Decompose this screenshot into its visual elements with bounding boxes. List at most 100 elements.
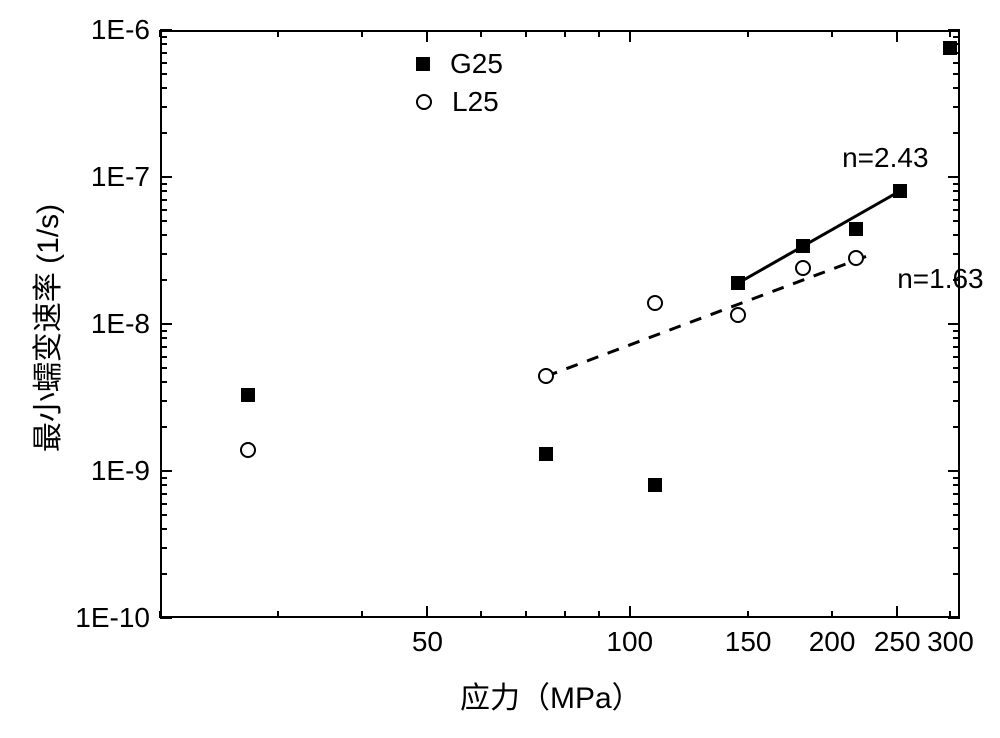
y-tick-minor bbox=[160, 220, 167, 222]
x-tick-minor bbox=[831, 30, 833, 37]
y-tick-minor bbox=[160, 337, 167, 339]
y-tick-minor bbox=[160, 477, 167, 479]
marker-G25 bbox=[943, 41, 957, 55]
y-tick-minor bbox=[953, 209, 960, 211]
plot-area bbox=[160, 30, 960, 618]
y-tick-minor bbox=[953, 484, 960, 486]
marker-G25 bbox=[241, 388, 255, 402]
y-tick-minor bbox=[953, 477, 960, 479]
marker-G25 bbox=[893, 184, 907, 198]
y-tick-minor bbox=[160, 209, 167, 211]
y-tick-minor bbox=[160, 43, 167, 45]
y-tick-minor bbox=[160, 73, 167, 75]
y-tick-major bbox=[160, 29, 172, 31]
y-tick-major bbox=[948, 29, 960, 31]
x-tick-minor bbox=[949, 30, 951, 37]
x-tick-minor bbox=[277, 611, 279, 618]
x-tick-minor bbox=[831, 611, 833, 618]
x-tick-major bbox=[896, 606, 898, 618]
x-tick-minor bbox=[598, 611, 600, 618]
x-tick-label: 150 bbox=[718, 626, 778, 658]
x-tick-minor bbox=[747, 611, 749, 618]
x-tick-major bbox=[426, 30, 428, 42]
y-tick-label: 1E-8 bbox=[91, 308, 150, 340]
y-tick-minor bbox=[160, 87, 167, 89]
y-tick-minor bbox=[953, 426, 960, 428]
y-tick-major bbox=[948, 176, 960, 178]
y-tick-minor bbox=[953, 337, 960, 339]
x-tick-major bbox=[426, 606, 428, 618]
x-tick-major bbox=[629, 30, 631, 42]
y-tick-minor bbox=[953, 106, 960, 108]
figure: 501002501502003001E-101E-91E-81E-71E-6应力… bbox=[0, 0, 1000, 738]
y-tick-minor bbox=[160, 199, 167, 201]
y-tick-minor bbox=[953, 381, 960, 383]
y-tick-minor bbox=[953, 356, 960, 358]
x-tick-minor bbox=[277, 30, 279, 37]
y-tick-minor bbox=[160, 493, 167, 495]
legend-label-G25: G25 bbox=[450, 48, 503, 80]
y-tick-minor bbox=[160, 367, 167, 369]
annotation-L25_fit: n=1.63 bbox=[897, 263, 983, 295]
y-tick-minor bbox=[160, 400, 167, 402]
x-tick-minor bbox=[564, 30, 566, 37]
y-tick-minor bbox=[953, 528, 960, 530]
marker-G25 bbox=[731, 276, 745, 290]
y-tick-minor bbox=[953, 199, 960, 201]
legend-item-L25: L25 bbox=[416, 86, 503, 118]
y-tick-label: 1E-6 bbox=[91, 14, 150, 46]
y-tick-minor bbox=[953, 36, 960, 38]
y-tick-minor bbox=[953, 234, 960, 236]
y-tick-minor bbox=[160, 346, 167, 348]
y-tick-minor bbox=[160, 132, 167, 134]
y-tick-minor bbox=[160, 106, 167, 108]
y-tick-minor bbox=[160, 234, 167, 236]
y-tick-major bbox=[948, 617, 960, 619]
marker-L25 bbox=[240, 442, 256, 458]
x-tick-minor bbox=[598, 30, 600, 37]
x-tick-minor bbox=[480, 611, 482, 618]
legend-swatch-L25 bbox=[416, 94, 432, 110]
y-tick-minor bbox=[160, 62, 167, 64]
y-tick-minor bbox=[160, 514, 167, 516]
y-tick-minor bbox=[953, 87, 960, 89]
x-tick-minor bbox=[747, 30, 749, 37]
y-tick-minor bbox=[953, 503, 960, 505]
y-tick-minor bbox=[160, 330, 167, 332]
y-tick-minor bbox=[160, 528, 167, 530]
legend-label-L25: L25 bbox=[452, 86, 499, 118]
y-axis-label: 最小蠕变速率 (1/s) bbox=[23, 178, 67, 478]
x-tick-major bbox=[629, 606, 631, 618]
x-tick-label: 100 bbox=[600, 626, 660, 658]
y-tick-minor bbox=[953, 183, 960, 185]
y-tick-minor bbox=[160, 279, 167, 281]
marker-G25 bbox=[849, 222, 863, 236]
y-tick-label: 1E-7 bbox=[91, 161, 150, 193]
marker-L25 bbox=[795, 260, 811, 276]
y-tick-minor bbox=[953, 573, 960, 575]
y-tick-major bbox=[160, 176, 172, 178]
marker-L25 bbox=[647, 295, 663, 311]
annotation-G25_fit: n=2.43 bbox=[842, 142, 928, 174]
x-tick-minor bbox=[525, 30, 527, 37]
y-tick-minor bbox=[953, 400, 960, 402]
y-tick-minor bbox=[953, 330, 960, 332]
legend: G25L25 bbox=[416, 48, 503, 124]
y-tick-minor bbox=[953, 367, 960, 369]
y-tick-label: 1E-9 bbox=[91, 455, 150, 487]
legend-item-G25: G25 bbox=[416, 48, 503, 80]
y-tick-minor bbox=[160, 381, 167, 383]
y-tick-minor bbox=[160, 484, 167, 486]
marker-G25 bbox=[796, 239, 810, 253]
y-tick-minor bbox=[160, 52, 167, 54]
x-tick-label: 200 bbox=[802, 626, 862, 658]
y-tick-minor bbox=[160, 183, 167, 185]
y-tick-minor bbox=[160, 503, 167, 505]
y-tick-minor bbox=[953, 132, 960, 134]
y-tick-minor bbox=[953, 547, 960, 549]
y-tick-label: 1E-10 bbox=[75, 602, 150, 634]
x-tick-label: 300 bbox=[920, 626, 980, 658]
y-tick-major bbox=[948, 323, 960, 325]
y-tick-minor bbox=[953, 493, 960, 495]
x-tick-minor bbox=[564, 611, 566, 618]
